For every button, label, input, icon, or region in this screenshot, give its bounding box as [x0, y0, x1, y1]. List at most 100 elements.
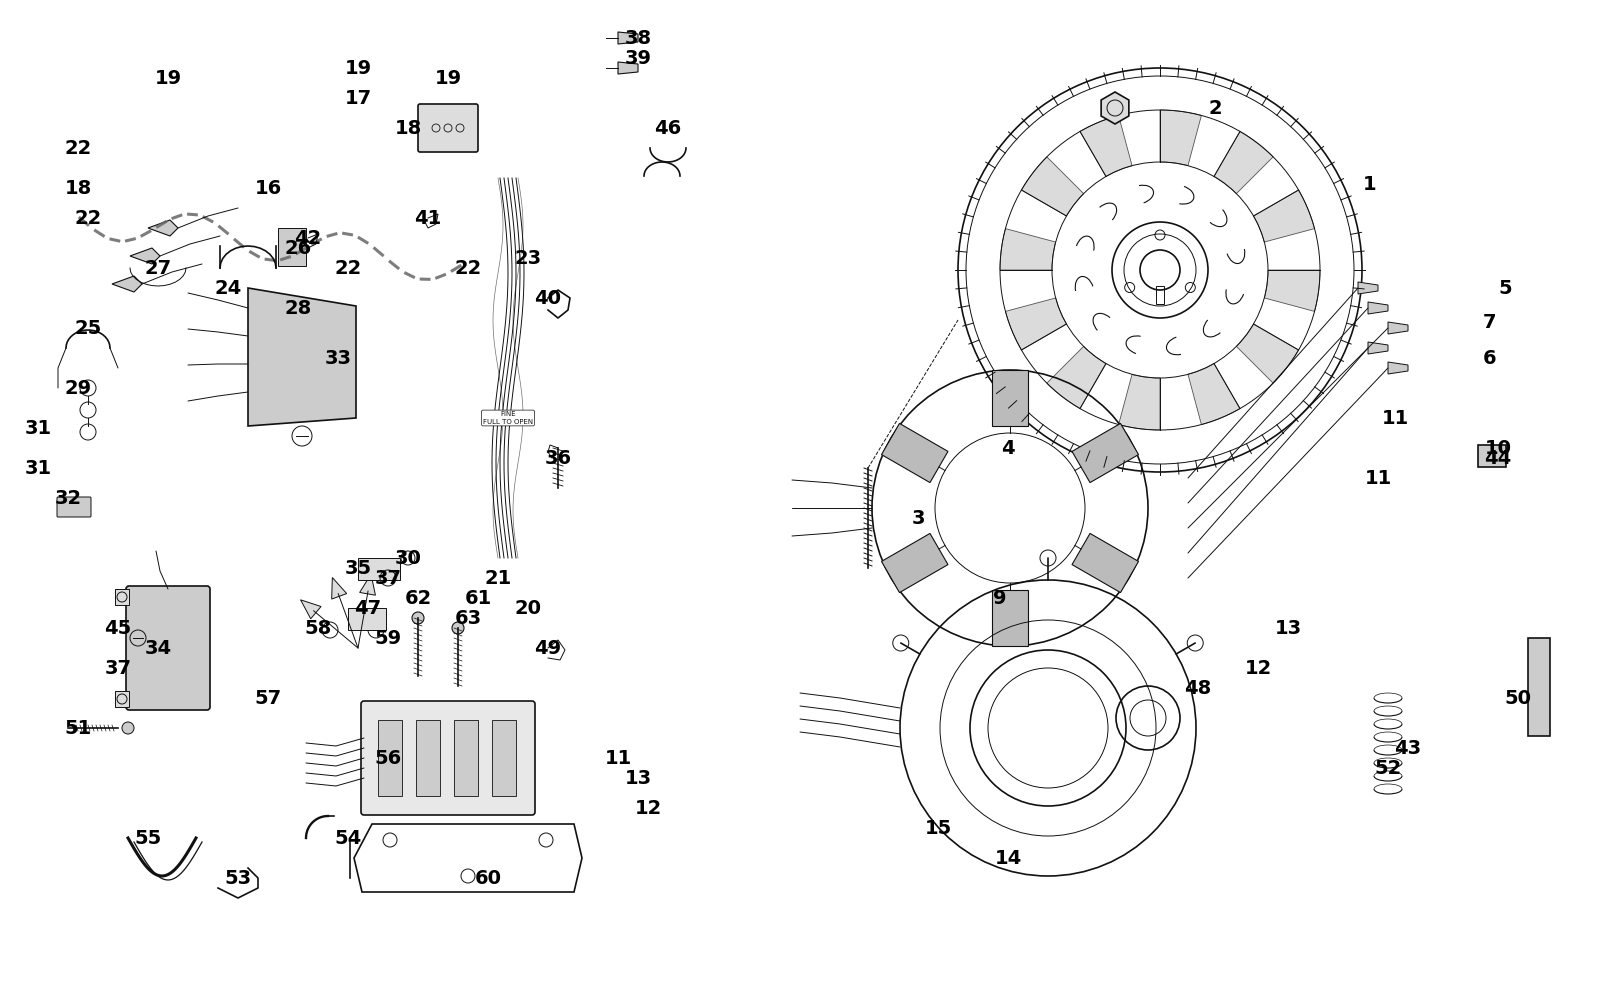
Polygon shape: [1072, 423, 1139, 482]
Text: 33: 33: [325, 348, 352, 368]
FancyBboxPatch shape: [362, 701, 534, 815]
Text: 32: 32: [54, 488, 82, 508]
Text: 55: 55: [134, 829, 162, 848]
Polygon shape: [1358, 282, 1378, 294]
Polygon shape: [360, 574, 376, 595]
Text: 34: 34: [144, 638, 171, 658]
Text: 2: 2: [1208, 99, 1222, 118]
Text: 6: 6: [1483, 348, 1498, 368]
Bar: [1478, 445, 1506, 467]
Text: 21: 21: [485, 569, 512, 587]
FancyBboxPatch shape: [58, 497, 91, 517]
Polygon shape: [1072, 534, 1139, 592]
Text: 22: 22: [64, 139, 91, 157]
Polygon shape: [618, 62, 638, 74]
Text: 35: 35: [344, 559, 371, 577]
Bar: [1155, 286, 1165, 304]
Circle shape: [122, 722, 134, 734]
Polygon shape: [1046, 346, 1106, 409]
Bar: [349, 608, 386, 630]
Text: FINE
FULL TO OPEN: FINE FULL TO OPEN: [483, 412, 533, 425]
Text: 40: 40: [534, 288, 562, 307]
Text: 36: 36: [544, 448, 571, 467]
Text: 17: 17: [344, 89, 371, 108]
Text: 59: 59: [374, 628, 402, 648]
Text: 12: 12: [634, 799, 662, 818]
Text: 37: 37: [374, 569, 402, 587]
Text: 12: 12: [1245, 659, 1272, 678]
Polygon shape: [130, 248, 160, 264]
Text: 22: 22: [454, 259, 482, 278]
Polygon shape: [331, 578, 347, 599]
Polygon shape: [1080, 116, 1133, 176]
Text: 11: 11: [605, 748, 632, 767]
Bar: [115, 691, 130, 707]
Polygon shape: [1264, 270, 1320, 311]
Text: 15: 15: [925, 819, 952, 838]
Text: 28: 28: [285, 298, 312, 317]
Text: 31: 31: [24, 419, 51, 437]
Text: 27: 27: [144, 259, 171, 278]
Text: 19: 19: [155, 68, 181, 88]
Text: 38: 38: [624, 28, 651, 47]
Text: 62: 62: [405, 588, 432, 607]
Text: 3: 3: [912, 509, 925, 528]
Polygon shape: [112, 276, 142, 292]
Polygon shape: [1253, 190, 1315, 242]
Polygon shape: [1000, 229, 1056, 270]
Bar: [378, 720, 402, 796]
Polygon shape: [1237, 324, 1299, 383]
FancyBboxPatch shape: [418, 104, 478, 152]
Polygon shape: [1389, 362, 1408, 374]
Text: 11: 11: [1365, 468, 1392, 487]
Polygon shape: [992, 370, 1027, 426]
Text: 39: 39: [624, 48, 651, 67]
Polygon shape: [1214, 132, 1274, 193]
Text: 58: 58: [304, 618, 331, 637]
Bar: [493, 720, 515, 796]
Text: 37: 37: [104, 659, 131, 678]
FancyBboxPatch shape: [126, 586, 210, 710]
Bar: [454, 720, 478, 796]
Circle shape: [413, 612, 424, 624]
Text: 61: 61: [464, 588, 491, 607]
Polygon shape: [1368, 302, 1389, 314]
Text: 14: 14: [994, 849, 1022, 867]
Text: 11: 11: [1381, 409, 1408, 428]
Polygon shape: [992, 590, 1027, 646]
Polygon shape: [301, 600, 322, 618]
Text: 22: 22: [74, 208, 102, 228]
Text: 22: 22: [334, 259, 362, 278]
Bar: [416, 720, 440, 796]
Text: 10: 10: [1485, 438, 1512, 457]
Polygon shape: [882, 534, 947, 592]
Text: 48: 48: [1184, 679, 1211, 698]
Text: 49: 49: [534, 638, 562, 658]
Text: 56: 56: [374, 748, 402, 767]
Text: 19: 19: [344, 58, 371, 78]
Text: 23: 23: [515, 249, 541, 268]
Text: 7: 7: [1483, 313, 1496, 332]
Text: 42: 42: [294, 229, 322, 248]
Text: 52: 52: [1374, 758, 1402, 777]
Polygon shape: [1187, 364, 1240, 425]
Text: 4: 4: [1002, 438, 1014, 457]
Text: 53: 53: [224, 868, 251, 887]
Text: 1: 1: [1363, 175, 1378, 194]
Text: 43: 43: [1395, 738, 1421, 757]
Bar: [278, 228, 306, 266]
Polygon shape: [1005, 298, 1067, 350]
Bar: [1528, 638, 1550, 736]
Text: 60: 60: [475, 868, 501, 887]
Text: 9: 9: [994, 588, 1006, 607]
Text: 26: 26: [285, 239, 312, 258]
Polygon shape: [1160, 110, 1202, 166]
Bar: [358, 558, 400, 580]
Text: 29: 29: [64, 379, 91, 398]
Text: 44: 44: [1485, 448, 1512, 467]
Text: 25: 25: [74, 318, 102, 337]
Text: 24: 24: [214, 279, 242, 297]
Text: 63: 63: [454, 608, 482, 627]
Text: 18: 18: [394, 119, 422, 138]
Text: 50: 50: [1504, 689, 1531, 708]
